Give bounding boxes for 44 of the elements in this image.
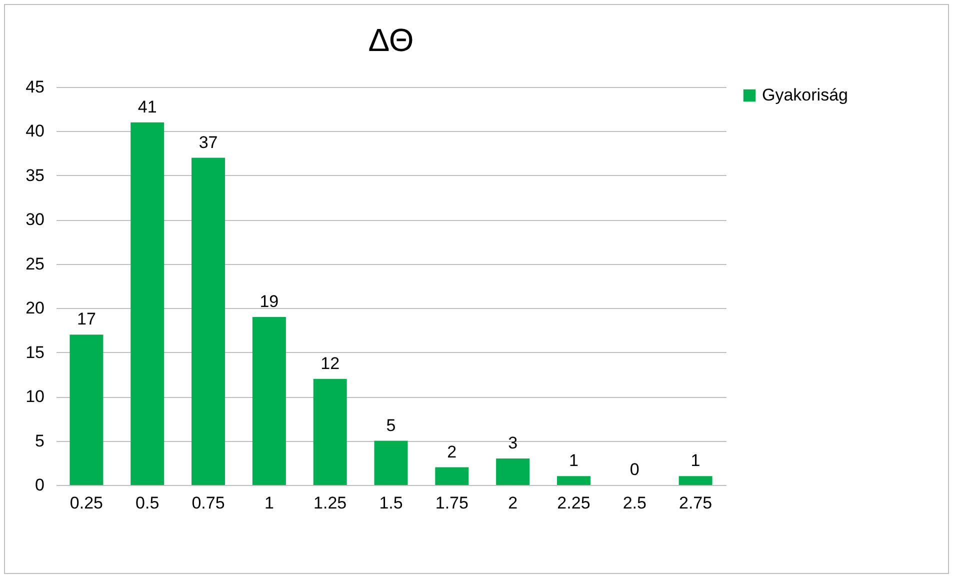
x-tick-label: 0.25 [70, 494, 103, 512]
y-tick-label: 20 [26, 298, 44, 318]
bar [130, 122, 164, 485]
bar [313, 378, 347, 485]
data-label: 19 [260, 292, 279, 311]
x-tick-label: 0.5 [136, 494, 160, 512]
bar [496, 458, 530, 485]
data-label: 5 [386, 416, 396, 435]
data-label: 0 [630, 460, 640, 479]
y-tick-label: 0 [35, 476, 44, 494]
y-tick-label: 25 [26, 254, 44, 274]
x-tick-label: 0.75 [192, 494, 225, 512]
data-label: 12 [320, 354, 340, 373]
x-tick-label: 1.5 [379, 494, 403, 512]
x-tick-label: 1.25 [314, 494, 347, 512]
bar [374, 440, 408, 485]
x-tick-label: 2.75 [679, 494, 712, 512]
y-tick-label: 15 [26, 342, 44, 362]
data-label: 1 [568, 451, 578, 470]
bar [252, 316, 286, 485]
y-tick-label: 40 [26, 122, 44, 141]
x-tick-label: 2.5 [622, 494, 646, 512]
bar [192, 158, 226, 485]
x-tick-label: 1 [264, 494, 274, 512]
y-tick-label: 5 [35, 431, 44, 450]
data-label: 3 [508, 433, 518, 452]
bar [70, 334, 104, 485]
y-tick-label: 30 [26, 210, 44, 230]
legend-label: Gyakoriság [762, 86, 848, 104]
bar [556, 476, 590, 485]
bar [435, 467, 469, 485]
x-tick-label: 2.25 [557, 494, 590, 512]
data-label: 17 [76, 310, 96, 329]
data-label: 1 [690, 451, 700, 470]
x-tick-label: 1.75 [435, 494, 468, 512]
chart-title: ΔΘ [368, 22, 414, 58]
y-tick-label: 45 [26, 78, 44, 96]
bar [678, 476, 712, 485]
data-label: 41 [138, 97, 157, 116]
x-tick-label: 2 [508, 494, 518, 512]
data-label: 37 [198, 132, 218, 152]
y-tick-label: 35 [26, 166, 44, 185]
y-tick-label: 10 [26, 387, 44, 406]
data-label: 2 [447, 442, 457, 462]
